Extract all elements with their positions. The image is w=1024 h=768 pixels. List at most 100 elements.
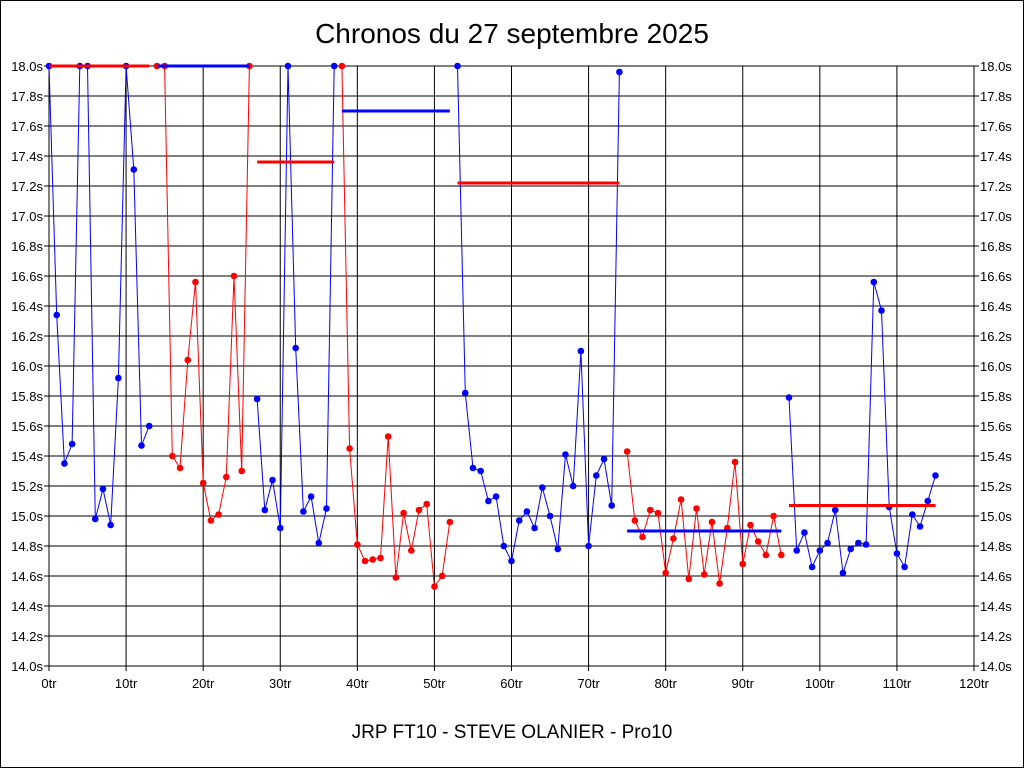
- data-point: [831, 506, 839, 514]
- series-line: [341, 65, 451, 588]
- data-point: [793, 547, 801, 554]
- data-point: [53, 311, 61, 319]
- data-point: [469, 464, 477, 472]
- data-point: [138, 442, 145, 449]
- data-point: [924, 497, 932, 505]
- data-point: [816, 547, 824, 554]
- y-tick-label-right: 15.8s: [980, 389, 1012, 404]
- y-tick-label-right: 16.4s: [980, 299, 1012, 314]
- data-point: [261, 506, 269, 514]
- data-point: [115, 374, 122, 382]
- data-point: [870, 278, 878, 286]
- data-point: [824, 539, 831, 547]
- data-point: [600, 455, 608, 463]
- plot-area-border: [48, 65, 975, 667]
- y-tick-label-right: 18.0s: [980, 59, 1012, 74]
- y-tick-label-left: 17.4s: [11, 149, 43, 164]
- data-point: [608, 502, 616, 509]
- data-point: [423, 500, 431, 508]
- x-tick-label: 120tr: [959, 676, 989, 691]
- data-point: [731, 458, 739, 466]
- x-tick-label: 110tr: [883, 676, 912, 691]
- data-point: [145, 422, 153, 430]
- y-tick-label-right: 14.0s: [980, 659, 1012, 674]
- series-line: [48, 65, 150, 526]
- data-point: [693, 505, 700, 512]
- x-tick-label: 0tr: [41, 676, 57, 691]
- data-point: [616, 68, 623, 76]
- data-point: [631, 517, 639, 524]
- data-point: [377, 554, 384, 562]
- data-point: [801, 529, 808, 536]
- series-line: [457, 65, 620, 563]
- x-tick-label: 50tr: [423, 676, 446, 691]
- data-point: [485, 497, 492, 505]
- y-tick-label-left: 18.0s: [11, 59, 43, 74]
- data-point: [839, 569, 847, 577]
- data-point: [400, 509, 407, 517]
- data-point: [222, 473, 230, 481]
- y-tick-label-left: 17.2s: [11, 179, 43, 194]
- y-tick-label-right: 15.2s: [980, 479, 1012, 494]
- data-point: [592, 472, 600, 479]
- y-tick-label-right: 15.0s: [980, 509, 1012, 524]
- data-point: [878, 307, 885, 314]
- y-tick-label-right: 15.6s: [980, 419, 1012, 434]
- data-point: [893, 550, 901, 557]
- data-point: [739, 560, 747, 568]
- x-tick-label: 60tr: [500, 676, 523, 691]
- y-tick-label-left: 15.2s: [11, 479, 43, 494]
- y-tick-label-left: 15.6s: [11, 419, 43, 434]
- data-point: [932, 472, 939, 479]
- data-point: [361, 557, 369, 565]
- y-tick-label-left: 16.6s: [11, 269, 43, 284]
- data-point: [909, 511, 916, 518]
- data-point: [323, 505, 330, 512]
- data-point: [777, 551, 785, 559]
- data-point: [238, 467, 246, 475]
- data-point: [539, 484, 546, 491]
- y-tick-label-right: 14.6s: [980, 569, 1012, 584]
- data-point: [500, 542, 508, 550]
- y-tick-label-right: 14.4s: [980, 599, 1012, 614]
- data-point: [708, 518, 716, 526]
- y-tick-label-right: 17.2s: [980, 179, 1012, 194]
- data-point: [901, 563, 908, 571]
- data-point: [330, 62, 338, 70]
- data-point: [431, 583, 438, 590]
- data-point: [546, 512, 554, 520]
- y-tick-label-right: 14.2s: [980, 629, 1012, 644]
- data-point: [91, 515, 99, 523]
- x-tick-label: 10tr: [115, 676, 138, 691]
- data-point: [700, 571, 708, 578]
- data-point: [562, 451, 569, 458]
- x-tick-label: 20tr: [192, 676, 215, 691]
- data-point: [577, 347, 585, 355]
- data-point: [862, 541, 870, 548]
- data-point: [762, 551, 770, 559]
- y-tick-label-left: 14.8s: [11, 539, 43, 554]
- data-point: [515, 517, 523, 524]
- series-line: [788, 281, 936, 574]
- x-tick-label: 90tr: [732, 676, 755, 691]
- x-tick-label: 100tr: [805, 676, 835, 691]
- y-tick-label-right: 15.4s: [980, 449, 1012, 464]
- data-point: [585, 542, 592, 550]
- data-point: [107, 521, 114, 529]
- data-point: [461, 389, 469, 397]
- y-tick-label-right: 17.6s: [980, 119, 1012, 134]
- y-tick-label-left: 17.8s: [11, 89, 43, 104]
- data-point: [531, 524, 538, 532]
- data-point: [415, 506, 423, 514]
- series-line: [626, 451, 782, 584]
- data-point: [184, 356, 192, 364]
- data-point: [207, 517, 215, 524]
- data-point: [508, 557, 515, 565]
- data-point: [654, 509, 662, 517]
- data-point: [438, 572, 446, 580]
- y-tick-label-left: 15.8s: [11, 389, 43, 404]
- y-tick-label-left: 15.4s: [11, 449, 43, 464]
- data-point: [269, 476, 276, 484]
- y-tick-label-left: 17.6s: [11, 119, 43, 134]
